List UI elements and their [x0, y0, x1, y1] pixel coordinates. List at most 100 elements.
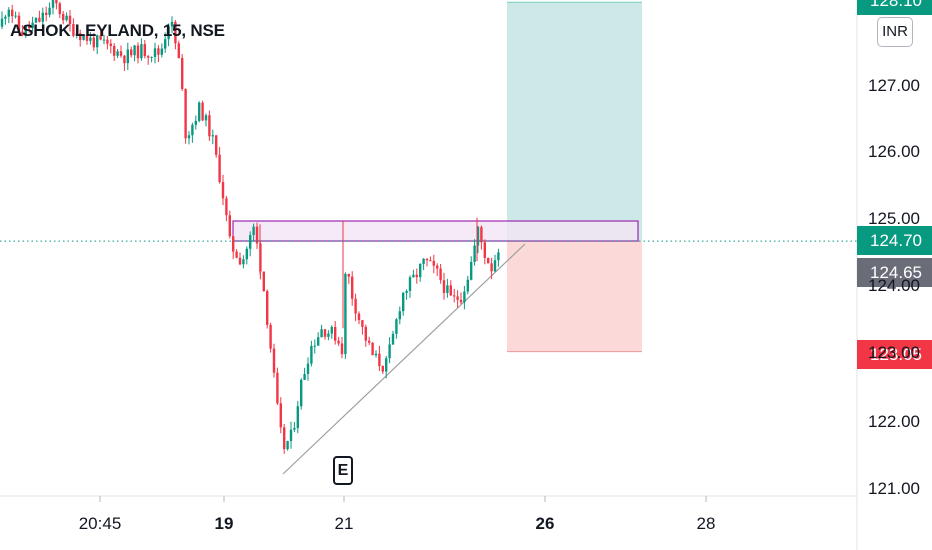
candle-body — [262, 271, 265, 292]
candle-body — [62, 14, 65, 21]
currency-button[interactable]: INR — [877, 17, 913, 47]
candle-body — [293, 427, 296, 430]
candle-body — [313, 345, 316, 347]
candle-body — [109, 43, 112, 46]
candle-body — [276, 372, 279, 404]
candle-body — [480, 227, 483, 243]
y-tick-label: 127.00 — [868, 76, 920, 95]
candle-body — [198, 102, 201, 121]
stop-loss-zone — [507, 241, 642, 352]
candle-body — [235, 251, 238, 258]
candle-body — [354, 298, 357, 314]
price-tag-last: 124.70 — [857, 226, 932, 255]
candle-body — [473, 245, 476, 262]
candle-body — [82, 34, 85, 40]
candle-body — [194, 120, 197, 125]
candle-body — [252, 226, 255, 236]
candle-body — [483, 242, 486, 258]
resistance-box — [232, 220, 639, 242]
candle-body — [415, 274, 418, 278]
candle-body — [147, 56, 150, 58]
candle-body — [153, 48, 157, 58]
candle-body — [371, 342, 374, 356]
candle-body — [357, 313, 361, 321]
candle-body — [45, 12, 48, 15]
candle-body — [395, 319, 398, 334]
price-tag-stop-loss: 123.05 — [857, 340, 932, 369]
candle-body — [453, 295, 456, 297]
candle-body — [65, 15, 68, 21]
candle-body — [89, 37, 92, 41]
candle-body — [225, 198, 228, 216]
candle-body — [221, 182, 225, 199]
candle-body — [476, 227, 480, 246]
candle-body — [11, 9, 14, 17]
earnings-event-marker[interactable]: E — [333, 456, 353, 485]
candle-body — [249, 235, 252, 249]
candle-body — [266, 291, 269, 325]
candle-body — [181, 57, 184, 89]
candle-body — [14, 15, 17, 17]
y-tick-label: 124.00 — [868, 276, 920, 295]
candle-body — [425, 258, 429, 261]
candle-body — [436, 265, 439, 269]
candle-body — [130, 49, 133, 56]
candle-body — [232, 236, 235, 252]
candle-body — [184, 88, 187, 139]
y-tick-label: 122.00 — [868, 412, 920, 431]
candle-body — [75, 33, 78, 36]
y-tick-label: 121.00 — [868, 479, 920, 498]
candle-body — [493, 260, 497, 272]
y-tick-label: 123.00 — [868, 343, 920, 362]
candle-body — [490, 263, 493, 272]
candle-body — [0, 18, 4, 27]
candle-body — [402, 292, 405, 312]
candle-body — [374, 353, 378, 356]
candle-body — [21, 31, 24, 36]
candle-body — [449, 285, 452, 296]
candle-body — [446, 285, 449, 293]
candle-body — [7, 9, 10, 17]
candle-body — [340, 343, 344, 355]
candle-body — [48, 7, 51, 15]
candle-body — [96, 35, 99, 48]
candle-body — [459, 299, 463, 303]
candle-body — [361, 320, 364, 327]
candle-body — [255, 226, 259, 244]
x-tick-label: 21 — [334, 514, 354, 533]
candle-body — [330, 326, 333, 334]
candle-body — [398, 311, 401, 320]
candle-body — [99, 35, 102, 40]
candle-body — [68, 15, 72, 25]
candle-body — [164, 39, 167, 49]
candle-body — [126, 49, 129, 64]
candle-body — [204, 115, 208, 121]
candle-body — [106, 39, 109, 44]
candle-body — [378, 353, 381, 367]
candle-body — [102, 39, 106, 41]
candle-body — [187, 135, 191, 139]
candle-body — [215, 135, 218, 155]
candle-body — [381, 366, 384, 372]
candle-body — [4, 16, 7, 19]
candle-body — [218, 154, 221, 183]
candle-body — [167, 26, 170, 40]
candle-body — [245, 248, 248, 260]
candle-body — [385, 358, 388, 372]
candle-body — [136, 45, 140, 59]
candle-body — [405, 290, 408, 293]
candle-body — [92, 37, 95, 48]
candle-body — [408, 277, 412, 291]
candle-body — [463, 291, 466, 303]
candle-body — [442, 280, 446, 293]
y-tick-label: 125.00 — [868, 209, 920, 228]
candle-body — [150, 57, 153, 59]
candle-body — [323, 329, 327, 337]
x-tick-label: 28 — [696, 514, 716, 533]
candle-body — [347, 273, 350, 277]
candle-body — [279, 403, 282, 428]
candle-body — [140, 44, 143, 59]
candle-body — [119, 51, 123, 56]
candle-body — [344, 273, 347, 355]
